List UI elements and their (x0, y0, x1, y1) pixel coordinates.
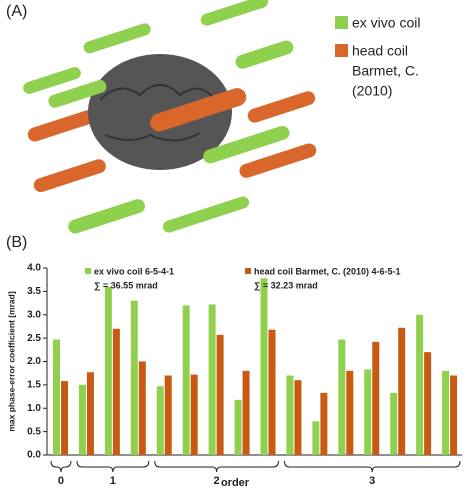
bar (61, 381, 68, 455)
bar (312, 421, 320, 455)
legend-label: head coil Barmet, C. (2010) 4-6-5-1 (254, 266, 401, 276)
group-brace (50, 460, 72, 473)
bar (450, 375, 458, 455)
bar (138, 361, 146, 455)
y-tick-label: 0.0 (27, 450, 41, 461)
bar (364, 369, 372, 455)
illustration (23, 0, 317, 234)
panel-label: (B) (6, 234, 27, 251)
bar (346, 370, 354, 455)
y-axis-label: max phase-error coefficient [mrad] (6, 291, 16, 431)
bar (164, 375, 172, 455)
group-brace (283, 460, 461, 473)
bar (208, 304, 216, 455)
bar (442, 370, 450, 455)
bar (182, 305, 190, 455)
bar (242, 370, 250, 455)
x-axis-label: order (221, 477, 250, 489)
y-tick-label: 4.0 (27, 263, 41, 274)
y-tick-label: 2.0 (27, 356, 41, 367)
y-tick-label: 0.5 (27, 426, 41, 437)
legend-label: Barmet, C. (352, 63, 419, 79)
bar (424, 352, 432, 455)
group-label: 2 (214, 475, 220, 487)
y-tick-label: 3.0 (27, 309, 41, 320)
bar (234, 399, 242, 455)
bar (416, 314, 424, 455)
legend-swatch (85, 268, 91, 274)
legend-sum: ∑ = 36.55 mrad (94, 280, 158, 290)
bar (320, 392, 328, 455)
legend-swatch (335, 44, 348, 57)
bar (216, 334, 224, 455)
bar (260, 278, 268, 455)
y-tick-label: 1.5 (27, 380, 41, 391)
bar (190, 374, 198, 455)
bar (78, 384, 86, 455)
bar (130, 300, 138, 455)
y-tick-label: 2.5 (27, 333, 41, 344)
bar (112, 328, 120, 455)
bar (338, 339, 346, 455)
group-label: 3 (369, 475, 375, 487)
bar (86, 372, 94, 455)
bar (156, 386, 164, 455)
bar (294, 380, 302, 455)
y-tick-label: 3.5 (27, 286, 41, 297)
bar (372, 341, 380, 455)
group-label: 0 (58, 475, 64, 487)
bar (268, 329, 276, 455)
legend-label: head coil (352, 43, 408, 59)
y-tick-label: 1.0 (27, 403, 41, 414)
group-brace (76, 460, 150, 473)
legend-sum: ∑ = 32.23 mrad (254, 280, 318, 290)
legend-swatch (245, 268, 251, 274)
group-brace (154, 460, 279, 473)
legend-label: ex vivo coil 6-5-4-1 (94, 266, 174, 276)
legend-label: ex vivo coil (352, 15, 420, 31)
bar (398, 327, 406, 455)
bar (286, 375, 294, 455)
group-label: 1 (110, 475, 116, 487)
panel-label: (A) (6, 3, 27, 20)
bar (104, 286, 112, 455)
legend-swatch (335, 16, 348, 29)
bar (53, 339, 60, 455)
bar (390, 392, 398, 455)
legend-label: (2010) (352, 83, 392, 99)
